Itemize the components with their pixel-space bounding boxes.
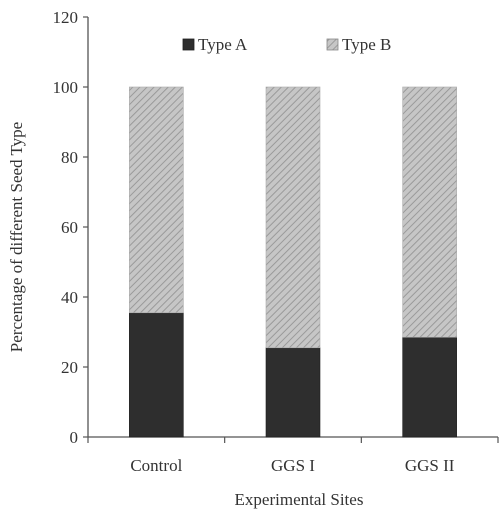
x-axis-title: Experimental Sites <box>235 490 364 509</box>
y-tick-label: 60 <box>61 218 78 237</box>
y-tick-label: 120 <box>53 8 79 27</box>
bar-segment-type-a-3 <box>402 336 457 438</box>
legend-swatch-type-b <box>326 38 339 51</box>
legend-swatch-type-a <box>182 38 195 51</box>
bar-segment-type-a-1 <box>129 312 184 438</box>
y-tick-label: 80 <box>61 148 78 167</box>
x-tick-label: Control <box>130 456 182 475</box>
bar-segment-type-b-3 <box>402 86 457 338</box>
bar-segment-type-b-2 <box>265 86 321 349</box>
y-tick-label: 20 <box>61 358 78 377</box>
x-tick-label: GGS II <box>405 456 455 475</box>
legend-label-type-a: Type A <box>198 35 248 54</box>
bar-segment-type-b-1 <box>129 86 184 314</box>
legend-label-type-b: Type B <box>342 35 391 54</box>
y-tick-label: 40 <box>61 288 78 307</box>
y-axis-title: Percentage of different Seed Type <box>7 122 26 352</box>
y-tick-label: 0 <box>70 428 79 447</box>
x-tick-label: GGS I <box>271 456 315 475</box>
y-tick-label: 100 <box>53 78 79 97</box>
bar-segment-type-a-2 <box>265 347 321 438</box>
